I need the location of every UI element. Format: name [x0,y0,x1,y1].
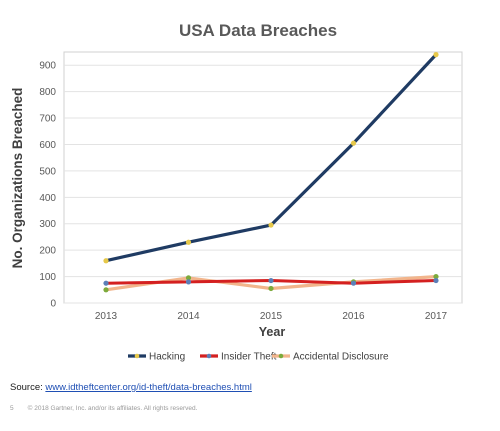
data-point-hacking [185,239,192,245]
y-tick-label: 700 [39,114,56,125]
data-point-accidental-disclosure [268,285,274,292]
x-tick-label: 2015 [260,311,283,322]
data-point-insider-theft [350,280,357,286]
data-point-insider-theft [185,279,192,285]
y-tick-label: 800 [39,87,56,98]
y-tick-label: 300 [39,219,56,230]
y-tick-label: 900 [39,61,56,72]
x-tick-label: 2017 [425,311,448,322]
legend-label: Hacking [149,352,185,363]
data-point-insider-theft [268,277,274,284]
data-point-hacking [350,140,357,146]
data-point-accidental-disclosure [433,273,439,280]
y-tick-label: 200 [39,246,56,257]
source-label: Source: [10,382,46,393]
legend-item-accidental-disclosure: Accidental Disclosure [272,352,389,363]
x-axis-label: Year [259,325,286,339]
legend: Hacking Insider Theft Accidental Disclosur… [128,352,389,363]
footer: 5 © 2018 Gartner, Inc. and/or its affilia… [10,405,197,412]
data-point-accidental-disclosure [185,275,192,281]
source-link[interactable]: www.idtheftcenter.org/id-theft/data-brea… [45,382,252,393]
x-tick-label: 2013 [95,311,118,322]
data-point-accidental-disclosure [103,287,109,293]
y-axis-label: No. Organizations Breached [10,88,25,269]
data-point-hacking [433,52,439,58]
legend-marker [278,353,284,359]
data-point-insider-theft [103,280,109,286]
y-tick-label: 0 [50,299,56,310]
page-number: 5 [10,405,14,412]
copyright-text: © 2018 Gartner, Inc. and/or its affiliat… [27,405,198,412]
data-point-hacking [103,258,109,264]
x-tick-label: 2016 [342,311,365,322]
legend-marker [206,353,212,359]
x-tick-label: 2014 [177,311,200,322]
y-tick-label: 100 [39,272,56,283]
chart-title: USA Data Breaches [179,21,337,40]
source-line: Source: www.idtheftcenter.org/id-theft/d… [10,382,252,393]
y-tick-label: 400 [39,193,56,204]
legend-label: Accidental Disclosure [293,352,389,363]
y-tick-label: 500 [39,166,56,177]
legend-marker [134,353,140,359]
legend-item-hacking: Hacking [128,352,185,363]
data-point-insider-theft [433,277,439,284]
series-line-hacking [104,52,438,263]
legend-label: Insider Theft [221,352,277,363]
legend-item-insider-theft: Insider Theft [200,352,277,363]
data-point-hacking [268,222,274,228]
y-tick-label: 600 [39,140,56,151]
